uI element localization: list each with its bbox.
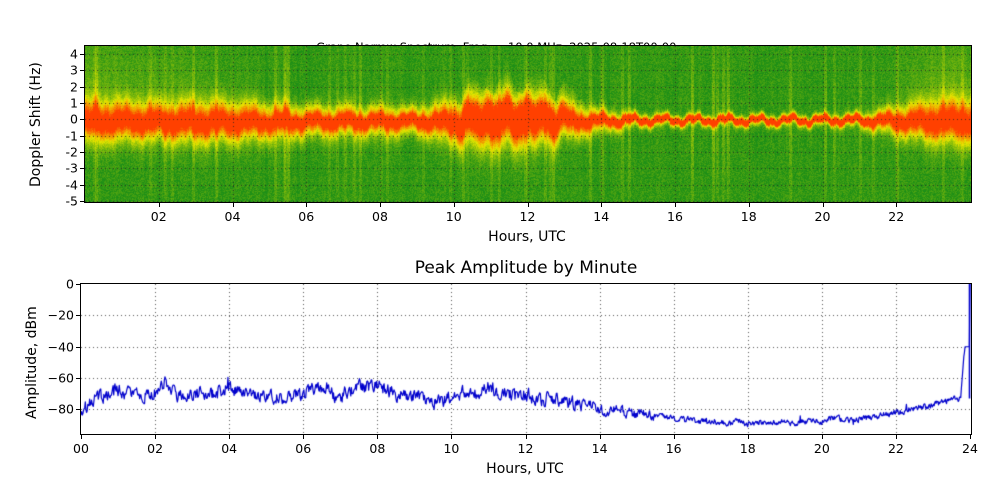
amplitude-x-tick-label: 06 bbox=[295, 441, 312, 456]
spectrogram-x-tick-mark bbox=[528, 203, 529, 207]
spectrogram-y-tick-label: -1 bbox=[65, 128, 78, 144]
amplitude-x-tick-label: 18 bbox=[739, 441, 756, 456]
spectrogram-x-tick-label: 06 bbox=[298, 209, 315, 224]
spectrogram-plot-area bbox=[84, 45, 972, 203]
amplitude-x-tick-mark bbox=[822, 435, 823, 439]
amplitude-x-tick-mark bbox=[600, 435, 601, 439]
spectrogram-x-tick-label: 10 bbox=[445, 209, 462, 224]
amplitude-x-tick-label: 22 bbox=[887, 441, 904, 456]
amplitude-y-tick-label: −20 bbox=[47, 307, 74, 323]
amplitude-x-tick-mark bbox=[451, 435, 452, 439]
amplitude-y-tick-label: −40 bbox=[47, 339, 74, 355]
spectrogram-x-tick-mark bbox=[306, 203, 307, 207]
spectrogram-y-tick-label: 3 bbox=[70, 62, 78, 78]
amplitude-y-tick-label: 0 bbox=[66, 276, 74, 292]
spectrogram-x-tick-label: 14 bbox=[593, 209, 610, 224]
spectrogram-y-tick-mark bbox=[80, 87, 84, 88]
spectrogram-x-tick-mark bbox=[233, 203, 234, 207]
spectrogram-y-tick-label: -3 bbox=[65, 160, 78, 176]
amplitude-y-tick-mark bbox=[76, 378, 80, 379]
spectrogram-x-tick-label: 16 bbox=[667, 209, 683, 224]
spectrogram-y-tick-label: -5 bbox=[65, 193, 78, 209]
amplitude-x-tick-mark bbox=[970, 435, 971, 439]
spectrogram-image bbox=[85, 46, 971, 202]
amplitude-plot-title: Peak Amplitude by Minute bbox=[414, 258, 638, 278]
spectrogram-x-tick-mark bbox=[896, 203, 897, 207]
amplitude-x-tick-mark bbox=[303, 435, 304, 439]
spectrogram-y-tick-label: 0 bbox=[70, 111, 78, 127]
spectrogram-x-tick-label: 02 bbox=[150, 209, 167, 224]
spectrogram-x-tick-mark bbox=[749, 203, 750, 207]
spectrogram-y-tick-mark bbox=[80, 168, 84, 169]
spectrogram-x-tick-mark bbox=[159, 203, 160, 207]
spectrogram-x-tick-label: 22 bbox=[888, 209, 905, 224]
spectrogram-y-tick-label: -4 bbox=[65, 177, 78, 193]
amplitude-y-tick-label: −60 bbox=[47, 370, 74, 386]
spectrogram-y-tick-mark bbox=[80, 152, 84, 153]
spectrogram-y-tick-mark bbox=[80, 185, 84, 186]
amplitude-x-tick-mark bbox=[526, 435, 527, 439]
amplitude-x-tick-label: 14 bbox=[591, 441, 608, 456]
amplitude-plot-area bbox=[80, 283, 972, 435]
spectrogram-x-tick-mark bbox=[454, 203, 455, 207]
amplitude-x-tick-label: 20 bbox=[813, 441, 830, 456]
spectrogram-y-tick-label: -2 bbox=[65, 144, 78, 160]
amplitude-x-tick-label: 02 bbox=[147, 441, 164, 456]
amplitude-x-tick-label: 08 bbox=[369, 441, 386, 456]
spectrogram-x-tick-label: 04 bbox=[224, 209, 241, 224]
amplitude-line-chart bbox=[81, 284, 971, 434]
amplitude-y-axis-title: Amplitude, dBm bbox=[24, 306, 40, 419]
spectrogram-y-tick-mark bbox=[80, 119, 84, 120]
spectrogram-x-tick-mark bbox=[823, 203, 824, 207]
amplitude-x-tick-label: 16 bbox=[665, 441, 682, 456]
spectrogram-x-tick-label: 12 bbox=[519, 209, 536, 224]
amplitude-y-tick-label: −80 bbox=[47, 401, 74, 417]
amplitude-x-tick-mark bbox=[674, 435, 675, 439]
spectrogram-y-tick-label: 1 bbox=[70, 95, 78, 111]
spectrogram-x-tick-label: 08 bbox=[372, 209, 388, 224]
amplitude-x-tick-label: 12 bbox=[517, 441, 534, 456]
amplitude-y-tick-mark bbox=[76, 347, 80, 348]
spectrogram-y-tick-mark bbox=[80, 54, 84, 55]
amplitude-x-tick-label: 24 bbox=[962, 441, 978, 456]
amplitude-y-tick-mark bbox=[76, 409, 80, 410]
amplitude-y-tick-mark bbox=[76, 315, 80, 316]
amplitude-x-tick-mark bbox=[896, 435, 897, 439]
spectrogram-y-tick-mark bbox=[80, 70, 84, 71]
spectrogram-x-tick-label: 18 bbox=[740, 209, 757, 224]
amplitude-x-tick-mark bbox=[377, 435, 378, 439]
spectrogram-y-axis-title: Doppler Shift (Hz) bbox=[28, 62, 44, 187]
spectrogram-y-tick-label: 4 bbox=[70, 46, 78, 62]
spectrogram-y-tick-mark bbox=[80, 136, 84, 137]
amplitude-x-tick-mark bbox=[229, 435, 230, 439]
spectrogram-x-tick-mark bbox=[675, 203, 676, 207]
amplitude-x-tick-mark bbox=[155, 435, 156, 439]
amplitude-y-tick-mark bbox=[76, 284, 80, 285]
spectrogram-x-tick-label: 20 bbox=[814, 209, 831, 224]
spectrogram-y-tick-mark bbox=[80, 103, 84, 104]
spectrogram-y-tick-mark bbox=[80, 201, 84, 202]
spectrogram-x-axis-title: Hours, UTC bbox=[488, 229, 566, 245]
amplitude-x-axis-title: Hours, UTC bbox=[486, 461, 564, 477]
spectrogram-x-tick-mark bbox=[380, 203, 381, 207]
amplitude-x-tick-mark bbox=[81, 435, 82, 439]
amplitude-x-tick-label: 00 bbox=[73, 441, 89, 456]
amplitude-x-tick-label: 10 bbox=[443, 441, 460, 456]
spectrogram-y-tick-label: 2 bbox=[70, 79, 78, 95]
amplitude-x-tick-mark bbox=[748, 435, 749, 439]
amplitude-x-tick-label: 04 bbox=[221, 441, 238, 456]
spectrogram-x-tick-mark bbox=[601, 203, 602, 207]
